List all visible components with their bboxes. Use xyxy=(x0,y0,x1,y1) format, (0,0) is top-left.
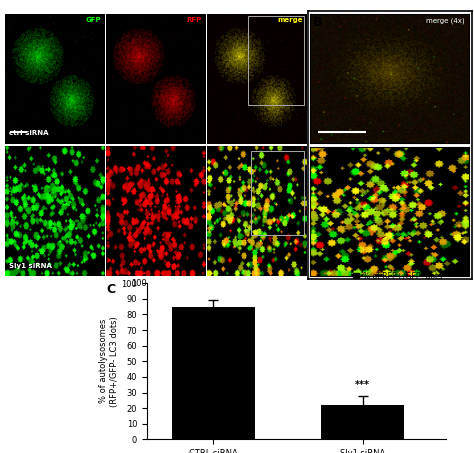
Text: RFP: RFP xyxy=(187,18,202,24)
Bar xyxy=(321,405,404,439)
Text: merge (4x): merge (4x) xyxy=(426,18,465,24)
Text: GFP: GFP xyxy=(85,18,101,24)
Text: A: A xyxy=(7,16,17,29)
Text: merge: merge xyxy=(277,18,303,24)
Y-axis label: % of autolysosomes
(RFP+/GFP- LC3 dots): % of autolysosomes (RFP+/GFP- LC3 dots) xyxy=(99,316,118,407)
Text: ***: *** xyxy=(355,380,370,390)
Text: 100: 100 xyxy=(131,279,147,288)
Text: ctrl siRNA: ctrl siRNA xyxy=(9,130,48,136)
Bar xyxy=(172,307,255,439)
Text: Sly1 siRNA: Sly1 siRNA xyxy=(9,263,52,269)
Legend: % of RFP+/GFP- dots: % of RFP+/GFP- dots xyxy=(350,268,445,283)
Text: C: C xyxy=(107,283,116,296)
Text: B: B xyxy=(313,16,322,29)
